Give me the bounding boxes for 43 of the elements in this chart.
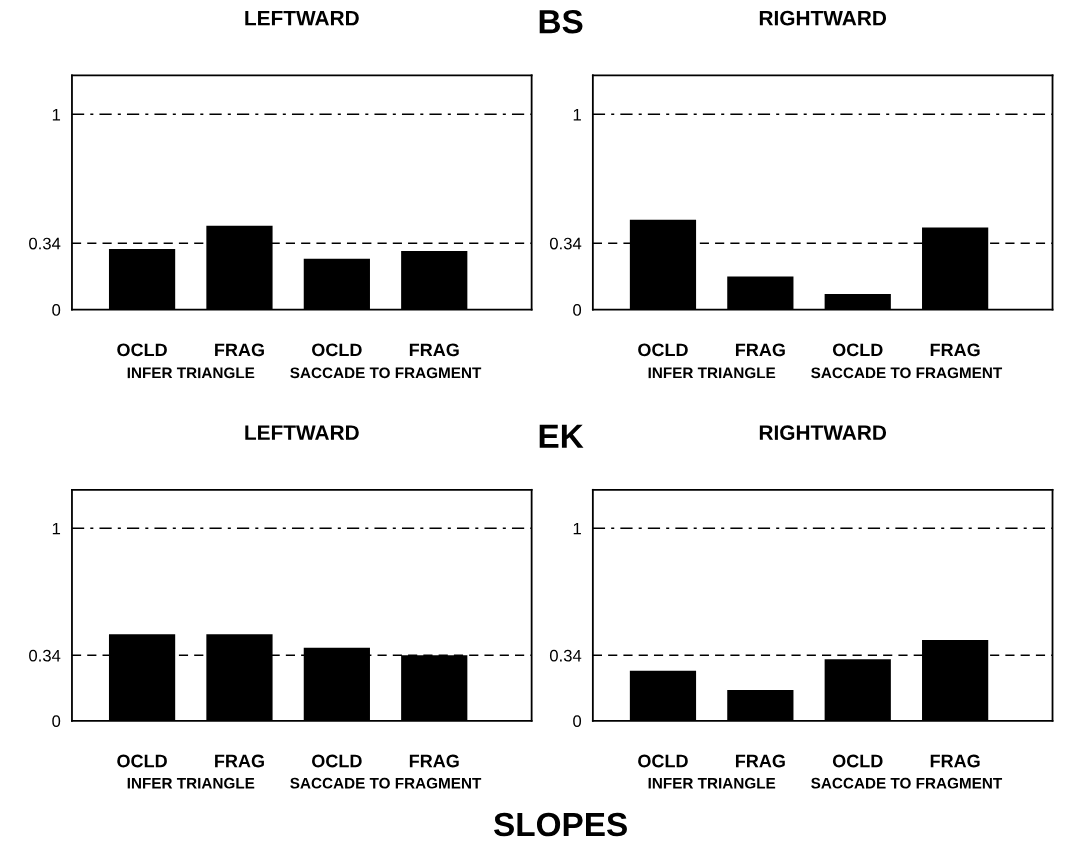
text: INFER TRIANGLE — [127, 777, 255, 789]
chart-title: LEFTWARD — [245, 425, 359, 440]
x-tick-label: FRAG — [409, 343, 459, 357]
y-tick-label: 0.34 — [549, 649, 582, 662]
text: INFER TRIANGLE — [648, 777, 776, 789]
y-tick-label: 0.34 — [29, 649, 61, 662]
y-tick-label: 0.34 — [29, 237, 61, 250]
y-tick-label: 0 — [52, 715, 61, 727]
x-tick-label: FRAG — [215, 754, 264, 768]
y-tick-label: 1 — [573, 522, 581, 535]
text: BS — [539, 9, 583, 34]
chart-title: RIGHTWARD — [759, 425, 887, 441]
y-tick-label: 0.34 — [549, 237, 582, 250]
x-tick-label: FRAG — [930, 343, 980, 357]
x-tick-label: OCLD — [117, 343, 167, 357]
y-tick-label: 0 — [573, 304, 582, 316]
y-tick-label: 0 — [573, 715, 582, 727]
x-tick-label: OCLD — [638, 754, 688, 768]
x-tick-label: OCLD — [832, 343, 883, 357]
text: SACCADE TO FRAGMENT — [811, 777, 1003, 789]
text: INFER TRIANGLE — [648, 367, 776, 379]
x-tick-label: OCLD — [312, 343, 362, 357]
y-tick-label: 0 — [52, 304, 61, 316]
y-tick-label: 1 — [52, 522, 61, 535]
y-tick-label: 1 — [52, 108, 61, 121]
x-tick-label: OCLD — [312, 754, 362, 768]
x-tick-label: FRAG — [735, 754, 785, 768]
text: SACCADE TO FRAGMENT — [290, 777, 482, 789]
x-tick-label: OCLD — [832, 754, 883, 768]
x-tick-label: OCLD — [638, 343, 688, 357]
chart-title: LEFTWARD — [245, 10, 359, 26]
x-tick-label: FRAG — [735, 343, 785, 357]
x-tick-label: FRAG — [409, 754, 459, 768]
x-tick-label: FRAG — [930, 754, 980, 768]
text: INFER TRIANGLE — [127, 367, 255, 379]
text: SACCADE TO FRAGMENT — [290, 367, 482, 379]
text: SACCADE TO FRAGMENT — [811, 367, 1003, 379]
y-tick-label: 1 — [573, 108, 581, 121]
text: SLOPES — [493, 812, 627, 837]
text: EK — [539, 424, 584, 448]
x-tick-label: OCLD — [117, 754, 167, 768]
x-tick-label: FRAG — [215, 343, 264, 357]
chart-title: RIGHTWARD — [759, 10, 887, 26]
